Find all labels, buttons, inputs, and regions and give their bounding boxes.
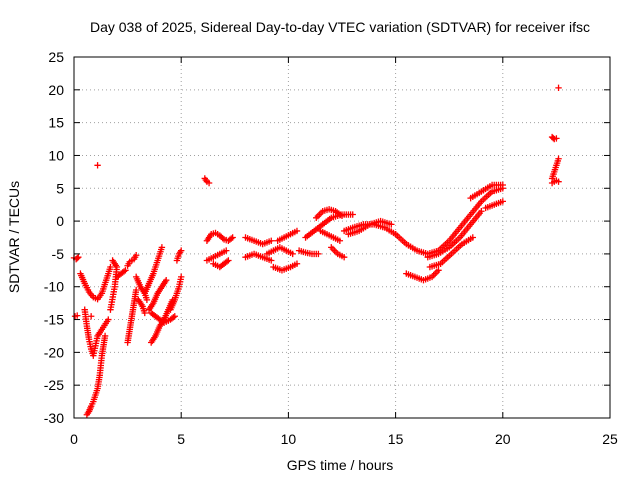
data-point [293,260,301,267]
data-point [388,221,395,228]
data-point [469,234,476,241]
data-point [499,181,506,189]
data-point [223,247,230,254]
data-point [289,250,296,258]
data-point [74,312,81,319]
x-tick-label: 0 [70,431,78,447]
data-point [132,286,140,294]
data-point [75,253,82,261]
data-point [315,250,322,258]
y-tick-label: 5 [56,180,64,196]
data-point [101,332,109,340]
data-point [336,237,344,244]
x-tick-label: 10 [281,431,297,447]
x-tick-label: 5 [177,431,185,447]
chart-title: Day 038 of 2025, Sidereal Day-to-day VTE… [90,19,590,35]
y-tick-label: -10 [44,279,64,295]
data-point [87,313,95,320]
data-point [122,267,129,274]
data-point [109,257,116,264]
data-point [178,273,185,281]
data-point [132,252,140,259]
data-point [94,162,101,169]
data-point [293,227,301,235]
y-tick-label: 20 [48,82,64,98]
data-point [229,234,236,241]
data-point [170,314,177,321]
y-tick-label: -5 [52,246,65,262]
data-point [338,212,346,220]
data-point [105,316,112,323]
y-tick-label: 0 [56,213,64,229]
data-point [107,263,114,271]
data-point [162,276,170,284]
data-point [553,135,560,142]
data-point [555,178,562,185]
data-point [143,296,151,304]
axis-ticks: 0 5 10 15 20 25 -30 -25 -20 -15 -10 -5 0 5 10 15 20 25 [44,49,618,447]
y-tick-label: 25 [48,49,64,65]
data-points [70,84,562,418]
data-point [171,313,178,320]
data-point [478,208,485,215]
data-point [555,155,562,162]
data-point [225,257,232,264]
y-tick-label: -15 [44,312,64,328]
data-point [205,179,213,187]
data-point [158,244,166,251]
data-point [178,247,185,254]
y-tick-label: -20 [44,344,64,360]
y-tick-label: 10 [48,147,64,163]
grid-lines [74,57,610,418]
x-tick-label: 25 [602,431,618,447]
data-point [219,234,226,242]
data-point [223,258,231,265]
data-point [268,237,275,244]
data-point [435,267,442,274]
y-tick-label: -30 [44,410,64,426]
data-point [340,253,348,261]
data-point [74,254,81,262]
data-point [268,257,275,264]
x-axis-label: GPS time / hours [287,457,394,473]
data-point [120,268,128,275]
plot-frame [73,56,611,419]
data-point [349,211,356,218]
data-point [555,84,562,92]
data-point [499,198,506,205]
x-tick-label: 15 [388,431,404,447]
y-axis-label: SDTVAR / TECUs [6,181,22,293]
y-tick-label: 15 [48,115,64,131]
data-point [141,309,148,317]
data-point [228,235,235,242]
y-tick-label: -25 [44,377,64,393]
x-tick-label: 20 [495,431,511,447]
